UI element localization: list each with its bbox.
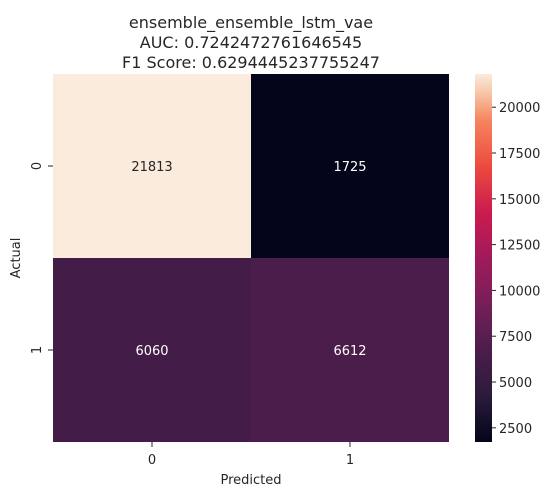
y-axis-label: Actual [9, 238, 24, 279]
colorbar-tick-label-5: 15000 [499, 193, 540, 208]
y-tick-label-1: 1 [30, 346, 45, 354]
heatmap-cell-label-0-1: 1725 [333, 160, 366, 175]
heatmap-cell-1-1 [251, 258, 449, 442]
heatmap-cell-1-0 [53, 258, 251, 442]
heatmap-cell-label-1-1: 6612 [333, 344, 366, 359]
x-tick-label-0: 0 [148, 453, 156, 468]
y-axis-ticks: 01 [30, 162, 53, 354]
colorbar [475, 74, 492, 442]
colorbar-tick-label-3: 10000 [499, 284, 540, 299]
heatmap-cell-labels: 21813 1725 6060 6612 [131, 160, 366, 359]
heatmap-cells [53, 74, 449, 442]
colorbar-tick-label-4: 12500 [499, 239, 540, 254]
x-axis-label: Predicted [220, 473, 281, 488]
y-tick-label-0: 0 [30, 162, 45, 170]
colorbar-tick-label-1: 5000 [499, 376, 532, 391]
colorbar-tick-label-6: 17500 [499, 147, 540, 162]
colorbar-ticks: 2500 5000 7500 10000 12500 15000 17500 20000 [492, 101, 540, 437]
colorbar-tick-label-2: 7500 [499, 330, 532, 345]
colorbar-tick-label-0: 2500 [499, 422, 532, 437]
heatmap-cell-0-0 [53, 74, 251, 258]
title-line-3: F1 Score: 0.6294445237755247 [122, 53, 380, 72]
x-tick-label-1: 1 [346, 453, 354, 468]
title-line-2: AUC: 0.7242472761646545 [140, 33, 362, 52]
colorbar-tick-label-7: 20000 [499, 101, 540, 116]
chart-title: ensemble_ensemble_lstm_vae AUC: 0.724247… [122, 13, 380, 72]
heatmap-cell-0-1 [251, 74, 449, 258]
title-line-1: ensemble_ensemble_lstm_vae [129, 13, 373, 33]
heatmap-cell-label-1-0: 6060 [135, 344, 168, 359]
heatmap-cell-label-0-0: 21813 [131, 160, 172, 175]
